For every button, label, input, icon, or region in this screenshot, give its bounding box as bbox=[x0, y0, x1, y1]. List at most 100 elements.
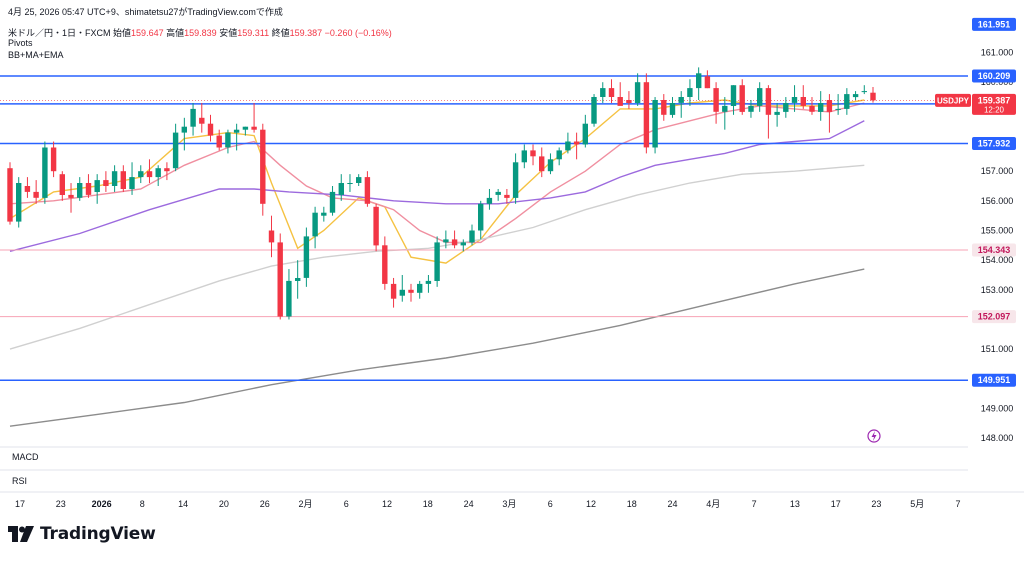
candle-body bbox=[129, 177, 135, 189]
indicator-pivots[interactable]: Pivots bbox=[8, 38, 33, 48]
candle-body bbox=[539, 156, 545, 172]
price-tag-bg bbox=[972, 93, 1016, 115]
candles bbox=[7, 67, 876, 320]
candle-body bbox=[469, 230, 475, 243]
candle-body bbox=[7, 168, 13, 222]
candle-body bbox=[242, 126, 249, 130]
low-label: 安値 bbox=[219, 28, 238, 38]
candle-body bbox=[199, 117, 205, 124]
candle-body bbox=[504, 194, 510, 198]
candle-body bbox=[42, 147, 48, 198]
level-tag-text: 160.209 bbox=[978, 71, 1011, 81]
candle-body bbox=[382, 245, 388, 284]
candle-body bbox=[338, 183, 344, 195]
candle-body bbox=[295, 278, 301, 281]
candle-body bbox=[216, 135, 222, 148]
price-tags: 161.951160.209159.269157.932154.343152.0… bbox=[867, 17, 1016, 443]
tradingview-logo[interactable]: TradingView bbox=[8, 524, 156, 544]
candle-body bbox=[678, 97, 684, 103]
candle-body bbox=[591, 97, 597, 124]
candle-body bbox=[765, 88, 772, 115]
candle-body bbox=[373, 206, 379, 246]
y-tick-label: 153.000 bbox=[981, 285, 1014, 295]
candle-body bbox=[687, 88, 693, 97]
change-value: −0.260 (−0.16%) bbox=[324, 28, 392, 38]
candle-body bbox=[321, 212, 327, 216]
candle-body bbox=[661, 100, 667, 115]
symbol-info[interactable]: 米ドル／円・1日・FXCM bbox=[8, 28, 111, 38]
indicator-pivots-label: Pivots bbox=[8, 38, 33, 48]
candle-body bbox=[565, 141, 571, 151]
candle-body bbox=[512, 162, 519, 198]
high-label: 高値 bbox=[166, 28, 185, 38]
candle-body bbox=[233, 129, 240, 133]
candle-body bbox=[207, 123, 214, 136]
candle-body bbox=[800, 97, 806, 106]
candle-body bbox=[260, 129, 266, 204]
level-tag: 149.951 bbox=[972, 373, 1016, 387]
candle-body bbox=[356, 177, 362, 183]
candle-body bbox=[870, 92, 876, 101]
y-tick-label: 155.000 bbox=[981, 226, 1014, 236]
level-tag-text: 154.343 bbox=[978, 245, 1011, 255]
candle-body bbox=[460, 242, 466, 246]
candle-body bbox=[495, 191, 501, 195]
candle-body bbox=[251, 126, 257, 130]
candle-body bbox=[181, 126, 187, 133]
candle-body bbox=[408, 289, 414, 293]
candle-body bbox=[146, 171, 153, 178]
indicator-bb-ma-ema[interactable]: BB+MA+EMA bbox=[8, 50, 64, 60]
candle-body bbox=[652, 100, 658, 148]
candle-body bbox=[286, 280, 292, 317]
x-tick-label: 6 bbox=[548, 499, 553, 509]
candle-body bbox=[85, 183, 92, 195]
candle-body bbox=[77, 183, 83, 198]
price-tag-text: 159.387 bbox=[978, 95, 1011, 105]
time-axis: 17 23 2026 8 14 20 26 2月 6 12 18 24 3月 6 12 18 24 4月 7 13 17… bbox=[15, 499, 961, 509]
candle-body bbox=[852, 94, 859, 98]
level-tag-bg bbox=[972, 310, 1016, 324]
candle-body bbox=[425, 280, 432, 284]
candle-body bbox=[443, 239, 449, 243]
candle-body bbox=[172, 132, 179, 169]
y-tick-label: 157.000 bbox=[981, 166, 1014, 176]
close-label: 終値 bbox=[271, 28, 290, 38]
candle-body bbox=[268, 230, 275, 243]
x-tick-label: 7 bbox=[955, 499, 960, 509]
level-tag-text: 152.097 bbox=[978, 312, 1011, 322]
x-tick-label: 20 bbox=[219, 499, 229, 509]
level-tag-bg bbox=[972, 137, 1016, 150]
candle-body bbox=[364, 177, 371, 204]
candle-body bbox=[312, 212, 318, 237]
candle-body bbox=[59, 174, 65, 195]
x-tick-label: 14 bbox=[178, 499, 188, 509]
y-tick-label: 156.000 bbox=[981, 196, 1014, 206]
candle-body bbox=[757, 88, 763, 106]
candle-body bbox=[713, 88, 719, 112]
symbol-tag-bg bbox=[935, 93, 971, 107]
candle-body bbox=[783, 103, 789, 112]
horizontal-levels bbox=[0, 75, 968, 381]
x-tick-label: 7 bbox=[752, 499, 757, 509]
level-tag: 161.951 bbox=[972, 17, 1016, 31]
x-tick-label: 6 bbox=[344, 499, 349, 509]
level-tag: 160.209 bbox=[972, 69, 1016, 83]
rsi-pane-label[interactable]: RSI bbox=[12, 476, 27, 486]
macd-pane-label[interactable]: MACD bbox=[12, 452, 39, 462]
series-ma_gray bbox=[9, 268, 865, 427]
candle-body bbox=[103, 180, 109, 186]
open-label: 始値 bbox=[113, 28, 132, 38]
candle-body bbox=[530, 150, 536, 157]
x-tick-label: 13 bbox=[790, 499, 800, 509]
grid bbox=[0, 446, 1024, 493]
candle-body bbox=[94, 180, 100, 192]
candle-body bbox=[791, 97, 798, 103]
series-ema_mid bbox=[9, 102, 865, 244]
y-tick-label: 154.000 bbox=[981, 255, 1014, 265]
macd-label: MACD bbox=[12, 452, 39, 462]
candle-body bbox=[556, 150, 562, 160]
candle-body bbox=[347, 183, 353, 184]
level-tag-bg bbox=[972, 373, 1016, 387]
